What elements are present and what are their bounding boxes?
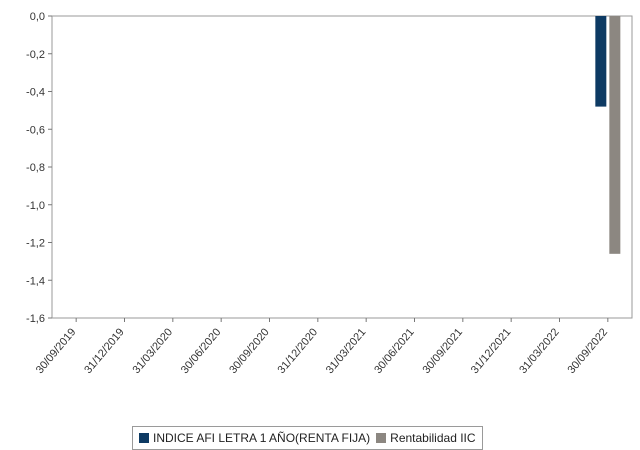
x-tick-label: 30/06/2020	[179, 326, 224, 376]
legend-label-indice-afi: INDICE AFI LETRA 1 AÑO(RENTA FIJA)	[153, 431, 371, 445]
y-tick-label: -0,2	[26, 49, 45, 61]
y-tick-label: -1,2	[26, 238, 45, 250]
x-tick-label: 30/09/2022	[566, 326, 611, 376]
bar-rentabilidad-iic	[609, 16, 621, 254]
y-tick-label: 0,0	[30, 11, 45, 23]
x-tick-label: 30/09/2021	[421, 326, 466, 376]
legend-label-rentabilidad-iic: Rentabilidad IIC	[390, 431, 476, 445]
legend-swatch-rentabilidad-iic	[376, 433, 387, 443]
x-tick-label: 31/03/2022	[517, 326, 562, 376]
y-tick-label: -1,4	[26, 275, 45, 287]
plot-area	[51, 15, 633, 319]
legend-item-rentabilidad-iic: Rentabilidad IIC	[376, 431, 476, 445]
x-axis: 30/09/2019 31/12/2019 31/03/2020 30/06/2020…	[34, 318, 610, 376]
legend: INDICE AFI LETRA 1 AÑO(RENTA FIJA) Renta…	[132, 426, 483, 450]
x-tick-label: 31/03/2021	[324, 326, 369, 376]
plot-frame	[51, 15, 633, 319]
y-tick-label: -1,6	[26, 313, 45, 325]
x-tick-label: 31/03/2020	[131, 326, 176, 376]
y-axis: 0,0 -0,2 -0,4 -0,6 -0,8 -1,0 -1,2 -1,4 -1,6	[26, 11, 52, 325]
y-tick-label: -1,0	[26, 200, 45, 212]
legend-item-indice-afi: INDICE AFI LETRA 1 AÑO(RENTA FIJA)	[139, 431, 370, 445]
bars	[595, 16, 621, 254]
bar-indice-afi	[595, 16, 607, 107]
x-tick-label: 31/12/2021	[469, 326, 514, 376]
x-tick-label: 30/09/2020	[227, 326, 272, 376]
y-tick-label: -0,6	[26, 124, 45, 136]
x-tick-label: 31/12/2020	[276, 326, 321, 376]
x-tick-label: 30/09/2019	[34, 326, 79, 376]
y-tick-label: -0,4	[26, 87, 45, 99]
x-tick-label: 30/06/2021	[372, 326, 417, 376]
legend-swatch-indice-afi	[139, 433, 149, 443]
x-tick-label: 31/12/2019	[82, 326, 127, 376]
y-tick-label: -0,8	[26, 162, 45, 174]
